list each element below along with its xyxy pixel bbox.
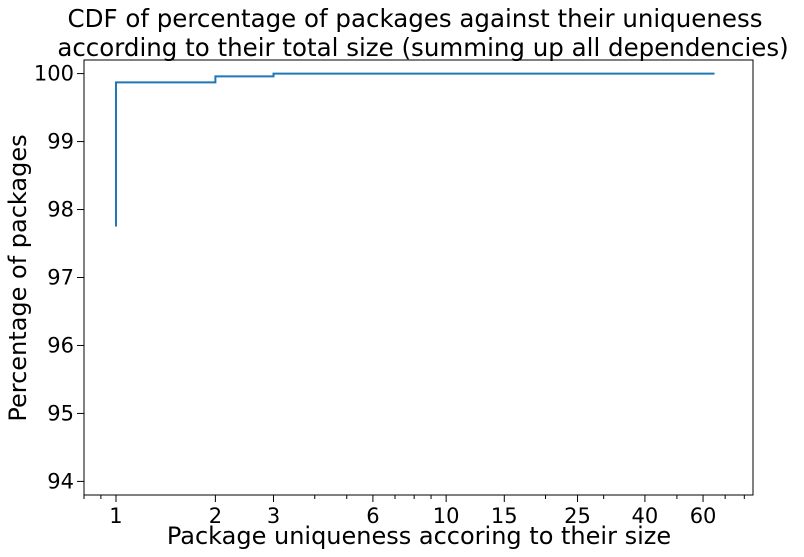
series-line-0 (114, 72, 715, 227)
y-tick-label: 94 (47, 469, 74, 493)
x-tick-label: 10 (433, 504, 460, 528)
x-tick-label: 3 (267, 504, 280, 528)
x-axis-label: Package uniqueness accoring to their siz… (167, 522, 671, 550)
y-tick-label: 95 (47, 401, 74, 425)
x-tick-label: 2 (209, 504, 222, 528)
y-axis-label: Percentage of packages (4, 134, 32, 421)
axis-ticks: 1 2 3 6 10 15 25 40 60 94 95 96 97 98 99 100 (34, 62, 745, 528)
x-tick-label: 40 (632, 504, 659, 528)
x-tick-label: 1 (109, 504, 122, 528)
series-group (114, 72, 715, 227)
y-tick-label: 98 (47, 198, 74, 222)
x-tick-label: 6 (366, 504, 379, 528)
y-tick-label: 99 (47, 130, 74, 154)
x-tick-label: 15 (491, 504, 518, 528)
y-tick-label: 96 (47, 333, 74, 357)
chart-title-line-1: CDF of percentage of packages against th… (68, 4, 763, 33)
plot-frame (83, 59, 754, 496)
x-tick-label: 25 (564, 504, 591, 528)
chart-title-line-2: according to their total size (summing u… (57, 33, 788, 62)
y-tick-label: 100 (34, 62, 74, 86)
y-tick-label: 97 (47, 266, 74, 290)
x-tick-label: 60 (690, 504, 717, 528)
